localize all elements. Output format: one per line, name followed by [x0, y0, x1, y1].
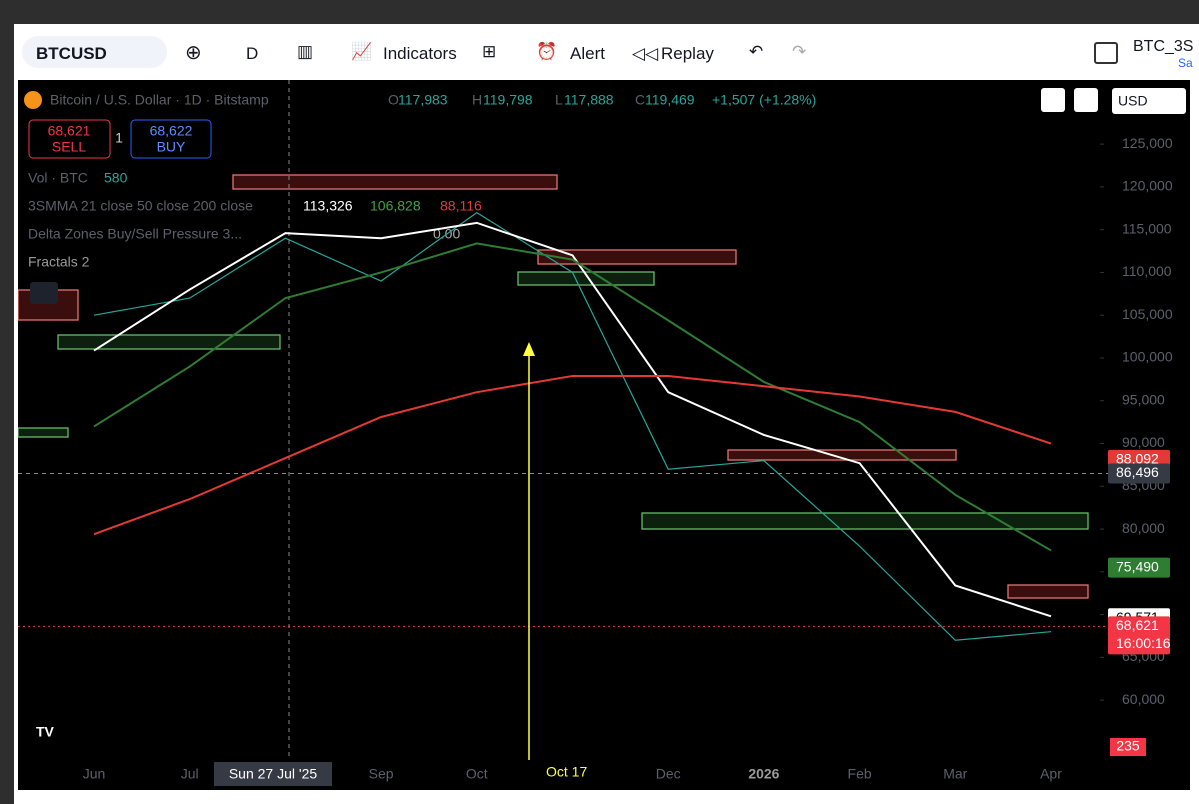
alert[interactable]: Alert: [570, 44, 605, 63]
indicators-icon: 📈: [351, 42, 373, 61]
chart-type[interactable]: ▥: [297, 42, 314, 61]
tv-logo: TV: [36, 724, 55, 740]
replay-icon: ◁◁: [632, 44, 659, 63]
currency: USD: [1118, 93, 1148, 109]
o-label: O: [388, 92, 399, 108]
series-line: [93, 242, 1052, 552]
spread: 1: [115, 130, 123, 146]
h-label: H: [472, 92, 482, 108]
change: +1,507 (+1.28%): [712, 92, 816, 108]
symbol[interactable]: BTCUSD: [36, 44, 107, 63]
zones: [18, 174, 1089, 599]
vol-name: Vol · BTC: [28, 170, 88, 186]
series-line: [93, 374, 1052, 536]
y-tick-label: 80,000: [1122, 520, 1165, 536]
x-tick-label: Jul: [181, 766, 199, 782]
buy-price: 68,622: [150, 123, 193, 139]
add-symbol[interactable]: ⊕: [185, 42, 202, 64]
volume-last-box: [1110, 738, 1146, 756]
app: BTCUSD ⊕ D ▥ 📈 Indicators ⊞ ⏰ Alert ◁◁ R…: [14, 24, 1199, 804]
layout-icon[interactable]: [1094, 42, 1118, 64]
currency-select[interactable]: [1112, 88, 1186, 114]
x-tick-label: Apr: [1040, 766, 1062, 782]
sell-button[interactable]: [28, 119, 111, 159]
undo[interactable]: ↶: [749, 42, 764, 61]
high: 119,798: [483, 92, 533, 108]
chart: Bitcoin / U.S. Dollar · 1D · Bitstamp O …: [18, 80, 1190, 790]
redo[interactable]: ↷: [792, 42, 807, 61]
collapse[interactable]: [30, 282, 58, 304]
y-tick-label: 110,000: [1122, 263, 1172, 279]
smma-name: 3SMMA 21 close 50 close 200 close: [28, 198, 253, 214]
buy-button[interactable]: [130, 119, 212, 159]
price-label-box: [1108, 616, 1170, 655]
buy-label: BUY: [157, 139, 186, 155]
open: 117,983: [398, 92, 448, 108]
delta-name: Delta Zones Buy/Sell Pressure 3...: [28, 226, 242, 242]
smma-2: 106,828: [370, 198, 421, 214]
legend-title: Bitcoin / U.S. Dollar · 1D · Bitstamp: [50, 92, 269, 108]
x-tick-label: Feb: [848, 766, 872, 782]
scroll-down[interactable]: [1041, 88, 1065, 112]
templates[interactable]: ⊞: [482, 42, 497, 61]
x-tick-label: Dec: [656, 766, 681, 782]
close: 119,469: [645, 92, 695, 108]
y-tick-label: 115,000: [1122, 220, 1172, 236]
y-tick-label: 60,000: [1122, 691, 1165, 707]
price-label: 75,490: [1116, 558, 1159, 574]
l-label: L: [555, 92, 563, 108]
layout-sub: Sa: [1178, 56, 1193, 70]
volume-last: 235: [1116, 738, 1140, 754]
arrow-head: [523, 342, 535, 356]
fractals: Fractals 2: [28, 254, 90, 270]
price-label: 88,092: [1116, 451, 1159, 467]
smma-3: 88,116: [440, 198, 482, 214]
y-tick-label: 125,000: [1122, 135, 1173, 151]
sell-label: SELL: [52, 139, 86, 155]
btc-logo: [24, 91, 42, 109]
y-tick-label: 95,000: [1122, 391, 1165, 407]
price-label-box: [1108, 557, 1170, 578]
x-tick-label: 2026: [748, 766, 779, 782]
price-label-box: [1108, 463, 1170, 484]
annotation: Oct 17: [546, 764, 587, 780]
y-tick-label: 90,000: [1122, 434, 1165, 450]
toolbar: BTCUSD ⊕ D ▥ 📈 Indicators ⊞ ⏰ Alert ◁◁ R…: [14, 24, 1199, 80]
replay[interactable]: Replay: [661, 44, 714, 63]
x-tick-label: Sep: [369, 766, 394, 782]
auto-scale[interactable]: [1074, 88, 1098, 112]
series-line: [93, 221, 1052, 618]
price-label: 68,621: [1116, 617, 1159, 633]
c-label: C: [635, 92, 645, 108]
y-tick-label: 100,000: [1122, 349, 1173, 365]
crosshair-date-box: [214, 762, 332, 786]
vol-value: 580: [104, 170, 128, 186]
x-tick-label: Oct: [466, 766, 488, 782]
countdown: 16:00:16: [1116, 635, 1171, 651]
series-line: [93, 211, 1052, 641]
y-tick-label: 105,000: [1122, 306, 1173, 322]
price-label: 86,496: [1116, 464, 1159, 480]
y-tick-label: 120,000: [1122, 178, 1173, 194]
interval[interactable]: D: [246, 44, 259, 63]
x-tick-label: Jun: [83, 766, 106, 782]
indicators[interactable]: Indicators: [383, 44, 457, 63]
chart-bg: [18, 80, 1190, 790]
layout-name[interactable]: BTC_3S: [1133, 38, 1194, 55]
low: 117,888: [564, 92, 614, 108]
smma-1: 113,326: [303, 198, 353, 214]
x-tick-label: Mar: [943, 766, 967, 782]
sell-price: 68,621: [48, 123, 91, 139]
crosshair-date: Sun 27 Jul '25: [229, 766, 318, 782]
alert-icon: ⏰: [536, 42, 558, 61]
